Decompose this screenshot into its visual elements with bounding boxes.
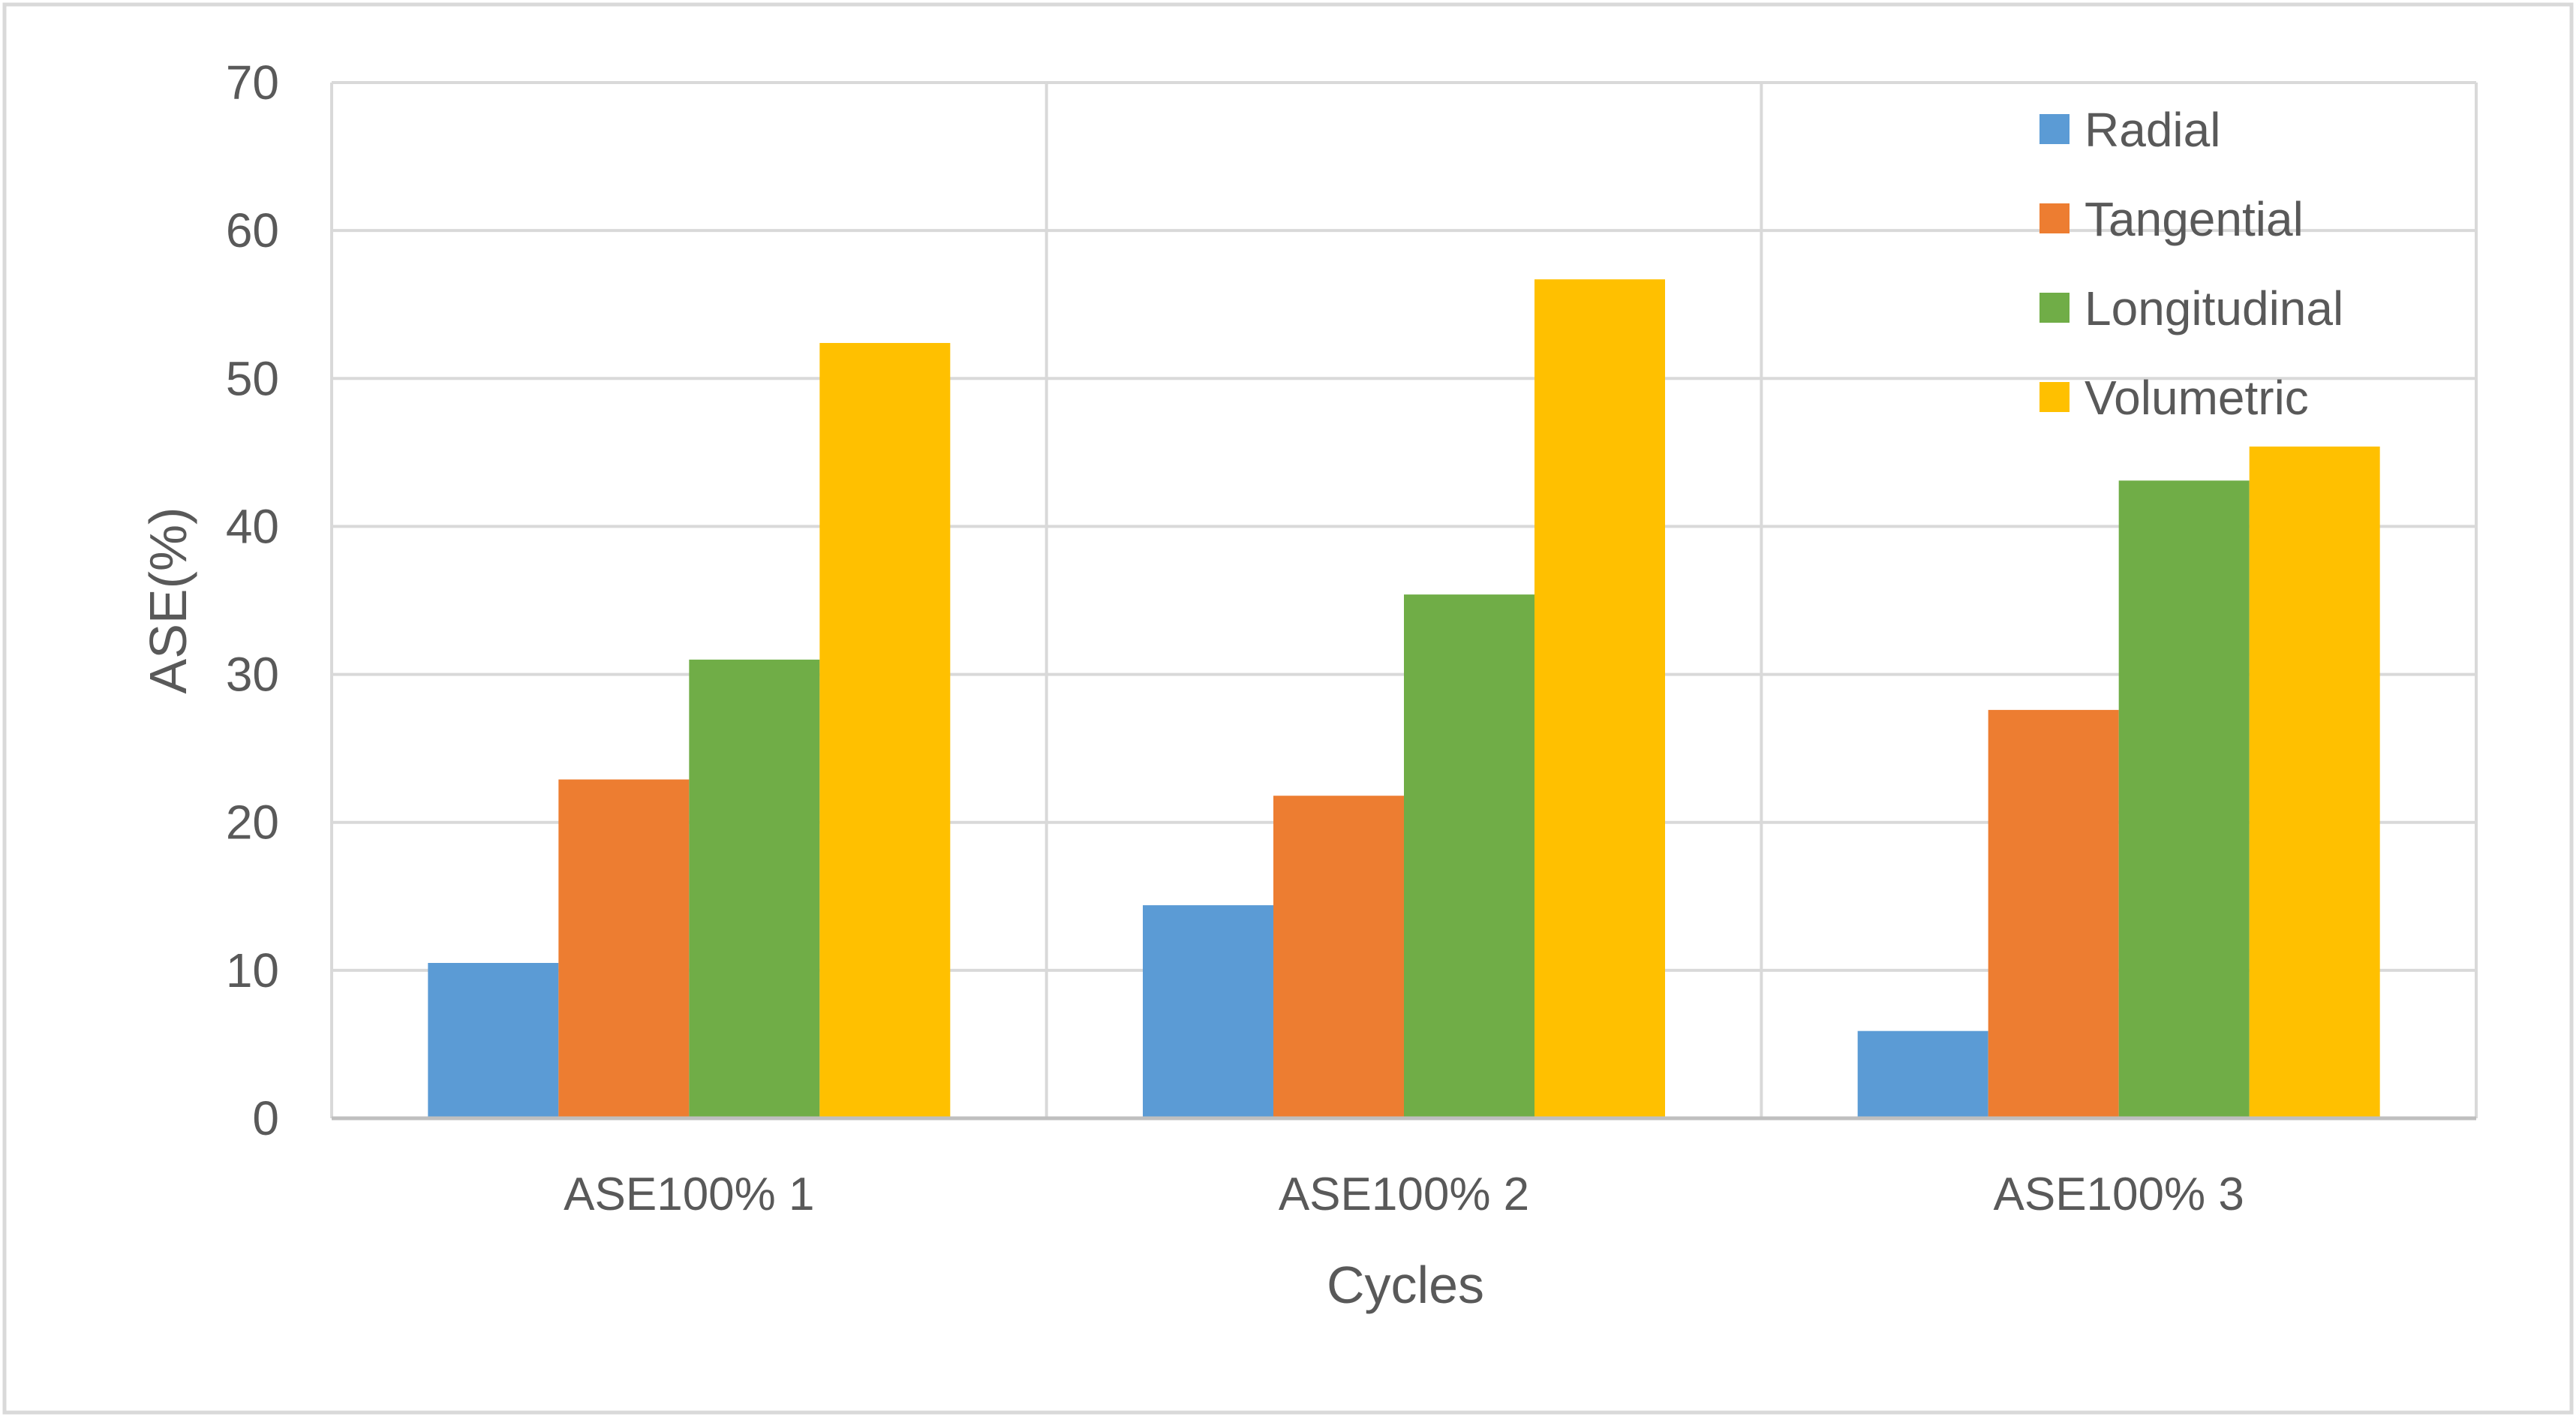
legend: Radial Tangential Longitudinal Volumetric	[2039, 103, 2343, 425]
legend-label: Volumetric	[2085, 371, 2309, 425]
legend-swatch	[2039, 382, 2070, 412]
legend-swatch	[2039, 293, 2070, 323]
bar-tangential	[558, 779, 690, 1118]
bar-radial	[1143, 905, 1273, 1118]
y-tick-label: 40	[226, 499, 279, 553]
bar-radial	[1857, 1030, 1988, 1118]
y-axis-ticks: 0 10 20 30 40 50 60 70	[226, 56, 279, 1145]
bars	[428, 279, 2380, 1119]
legend-label: Longitudinal	[2085, 281, 2343, 335]
bar-radial	[428, 963, 559, 1118]
legend-swatch	[2039, 114, 2070, 144]
legend-label: Radial	[2085, 103, 2220, 157]
y-tick-label: 30	[226, 648, 279, 702]
y-tick-label: 50	[226, 351, 279, 405]
y-tick-label: 10	[226, 943, 279, 997]
bar-tangential	[1988, 709, 2119, 1118]
y-tick-label: 20	[226, 796, 279, 850]
bar-longitudinal	[2118, 480, 2250, 1118]
bar-volumetric	[2249, 446, 2380, 1118]
x-tick-label: ASE100% 3	[1993, 1169, 2244, 1220]
x-tick-label: ASE100% 2	[1279, 1169, 1529, 1220]
y-tick-label: 70	[226, 56, 279, 110]
x-axis: ASE100% 1 ASE100% 2 ASE100% 3	[332, 1116, 2476, 1220]
bar-tangential	[1273, 796, 1404, 1118]
bar-volumetric	[1534, 279, 1665, 1119]
y-axis-title: ASE(%)	[139, 507, 197, 694]
x-tick-label: ASE100% 1	[564, 1169, 814, 1220]
bar-longitudinal	[1404, 594, 1534, 1118]
bar-volumetric	[819, 342, 951, 1118]
legend-swatch	[2039, 203, 2070, 233]
legend-label: Tangential	[2085, 192, 2304, 246]
x-axis-title: Cycles	[1327, 1256, 1484, 1314]
y-tick-label: 0	[252, 1091, 279, 1145]
bar-longitudinal	[689, 659, 820, 1118]
y-tick-label: 60	[226, 203, 279, 257]
